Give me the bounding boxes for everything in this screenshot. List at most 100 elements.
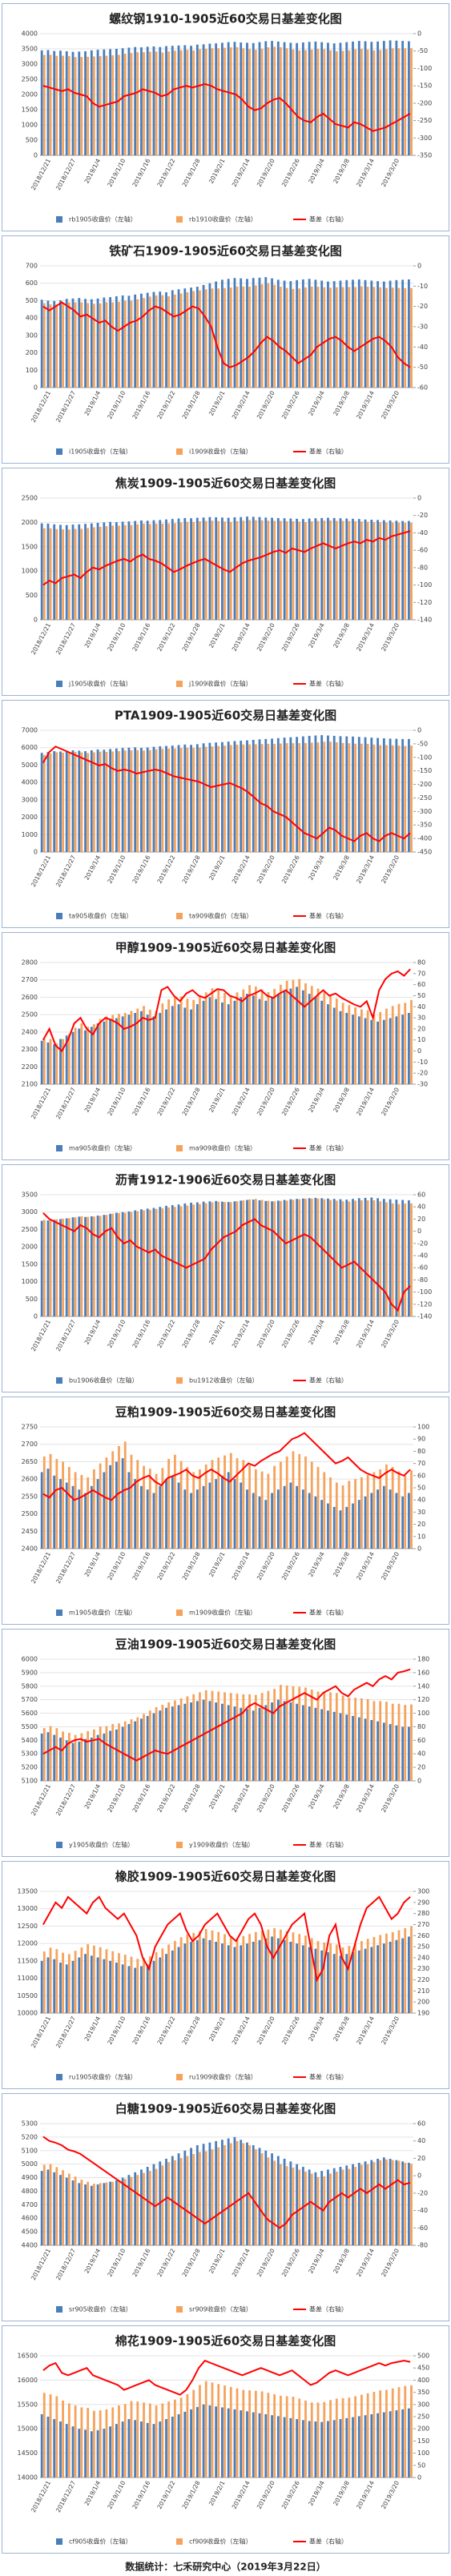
- bar: [123, 750, 127, 852]
- bar: [296, 518, 299, 620]
- bar: [55, 55, 58, 155]
- bar: [260, 1471, 264, 1549]
- bar: [55, 1728, 58, 1781]
- bar: [280, 2164, 282, 2245]
- y2-tick-label: 0: [417, 1047, 421, 1055]
- bar: [90, 1737, 93, 1781]
- bar: [348, 1201, 351, 1316]
- bar: [148, 1209, 151, 1316]
- y2-tick-label: -150: [417, 767, 432, 774]
- bar: [227, 279, 230, 388]
- bar: [382, 2412, 385, 2478]
- bar: [49, 2164, 52, 2245]
- bar: [202, 2404, 205, 2478]
- bar: [155, 2168, 158, 2245]
- bar: [248, 1465, 251, 1549]
- bar: [118, 1213, 120, 1316]
- bar: [379, 1701, 382, 1781]
- bar: [364, 1948, 367, 2013]
- bar: [298, 743, 301, 852]
- bar: [260, 284, 264, 388]
- chart-panel: 铁矿石1909-1905近60交易日基差变化图01002003004005006…: [2, 235, 449, 464]
- y-tick-label: 5000: [22, 762, 38, 769]
- y2-tick-label: -350: [417, 152, 432, 159]
- bar: [283, 990, 286, 1084]
- bar: [223, 745, 226, 852]
- bar: [87, 2408, 90, 2478]
- bar: [364, 1496, 367, 1549]
- bar: [283, 1200, 286, 1316]
- bar: [271, 738, 273, 852]
- bar: [408, 41, 410, 155]
- y-tick-label: 3000: [22, 796, 38, 803]
- bar: [155, 295, 158, 388]
- bar: [90, 523, 93, 620]
- bar: [121, 521, 124, 620]
- bar: [264, 1500, 268, 1549]
- bar: [183, 1007, 187, 1084]
- bar: [161, 52, 164, 155]
- bar: [332, 2168, 336, 2245]
- bar: [111, 1015, 115, 1084]
- bar: [271, 517, 273, 620]
- bar: [183, 1943, 187, 2013]
- bar: [360, 1009, 363, 1084]
- bar: [260, 2391, 264, 2478]
- y2-tick-label: -20: [417, 1070, 428, 1077]
- bar: [165, 2158, 167, 2245]
- bar: [273, 2394, 276, 2478]
- bar: [292, 2167, 295, 2245]
- bar: [236, 1201, 239, 1316]
- bar: [123, 1955, 127, 2013]
- bar: [327, 735, 329, 852]
- bar: [372, 1015, 376, 1084]
- y-tick-label: 500: [26, 1296, 38, 1303]
- y2-tick-label: -40: [417, 2207, 428, 2214]
- bar: [121, 1016, 124, 1084]
- bar: [289, 1199, 292, 1316]
- bar: [96, 1023, 99, 1084]
- y2-tick-label: -120: [417, 599, 432, 606]
- bar: [258, 42, 261, 155]
- legend-label: m1909收盘价（左轴）: [189, 1609, 256, 1617]
- bar: [379, 2390, 382, 2478]
- bar: [401, 2161, 405, 2245]
- bar: [389, 1724, 392, 1781]
- bar: [121, 1964, 124, 2013]
- bar: [53, 1734, 56, 1781]
- bar: [335, 1482, 338, 1549]
- bar: [53, 1044, 56, 1084]
- bar: [199, 747, 201, 852]
- bar: [301, 279, 304, 388]
- bar: [296, 987, 299, 1084]
- bar: [155, 2405, 158, 2478]
- chart-panel: 甲醇1909-1905近60交易日基差变化图210022002300240025…: [2, 932, 449, 1160]
- bar: [67, 2403, 70, 2478]
- y-tick-label: 4000: [22, 779, 38, 786]
- bar: [161, 295, 164, 388]
- bar: [71, 2180, 74, 2245]
- bar: [410, 1926, 413, 2013]
- bar: [227, 2138, 230, 2245]
- bar: [370, 1720, 373, 1781]
- bar: [267, 991, 270, 1084]
- bar: [171, 1006, 174, 1084]
- bar: [301, 990, 304, 1084]
- bar: [134, 46, 137, 155]
- bar: [236, 1694, 239, 1781]
- bar: [49, 528, 52, 620]
- bar: [146, 520, 149, 620]
- legend-label: 基差（右轴）: [309, 2538, 348, 2546]
- bar: [366, 1010, 369, 1084]
- bar: [289, 737, 292, 852]
- bar: [323, 287, 326, 388]
- y-tick-label: 0: [34, 384, 38, 392]
- bar: [179, 2158, 183, 2245]
- bar: [192, 999, 195, 1084]
- bar: [167, 51, 171, 155]
- bar: [408, 1493, 410, 1549]
- bar: [397, 1930, 401, 2013]
- bar: [84, 2429, 87, 2478]
- bar: [202, 1938, 205, 2013]
- bar: [360, 1941, 363, 2013]
